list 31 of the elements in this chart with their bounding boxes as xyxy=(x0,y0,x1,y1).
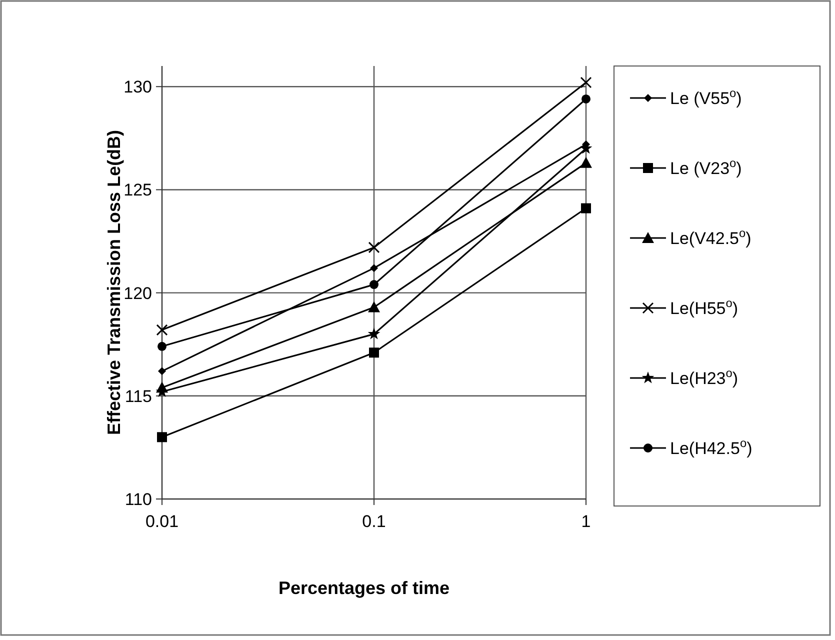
x-tick-label: 0.1 xyxy=(362,512,386,531)
point xyxy=(368,301,380,312)
point xyxy=(157,432,167,442)
legend-label: Le(H23$^{o}$) xyxy=(670,366,738,388)
point xyxy=(158,342,166,351)
legend-label: Le (V23$^{o}$) xyxy=(670,156,742,178)
legend-label: Le(H55$^{o}$) xyxy=(670,296,738,318)
legend-label: Le(H42.5$^{o}$) xyxy=(670,436,752,458)
point xyxy=(368,242,380,254)
legend-label: Le (V55$^{o}$) xyxy=(670,86,742,108)
y-tick-label: 130 xyxy=(124,78,152,97)
point xyxy=(581,203,591,214)
y-tick-label: 125 xyxy=(124,180,152,200)
y-tick-label: 110 xyxy=(124,490,152,509)
x-tick-label: 0.01 xyxy=(145,512,179,531)
point xyxy=(370,280,378,290)
point xyxy=(580,76,592,88)
x-axis-title: Percentages of time xyxy=(278,578,450,598)
point xyxy=(369,348,379,358)
x-tick-label: 1 xyxy=(581,512,591,531)
point xyxy=(580,156,592,168)
point xyxy=(370,264,378,272)
y-tick-label: 115 xyxy=(124,386,152,406)
point xyxy=(158,367,166,376)
legend-label: Le(V42.5$^{o}$) xyxy=(670,226,752,248)
point xyxy=(368,328,380,340)
point xyxy=(156,382,168,393)
point xyxy=(582,94,590,104)
y-axis-title: Effective Transmission Loss Le(dB) xyxy=(104,130,124,436)
y-tick-label: 120 xyxy=(124,284,152,303)
point xyxy=(156,324,168,336)
